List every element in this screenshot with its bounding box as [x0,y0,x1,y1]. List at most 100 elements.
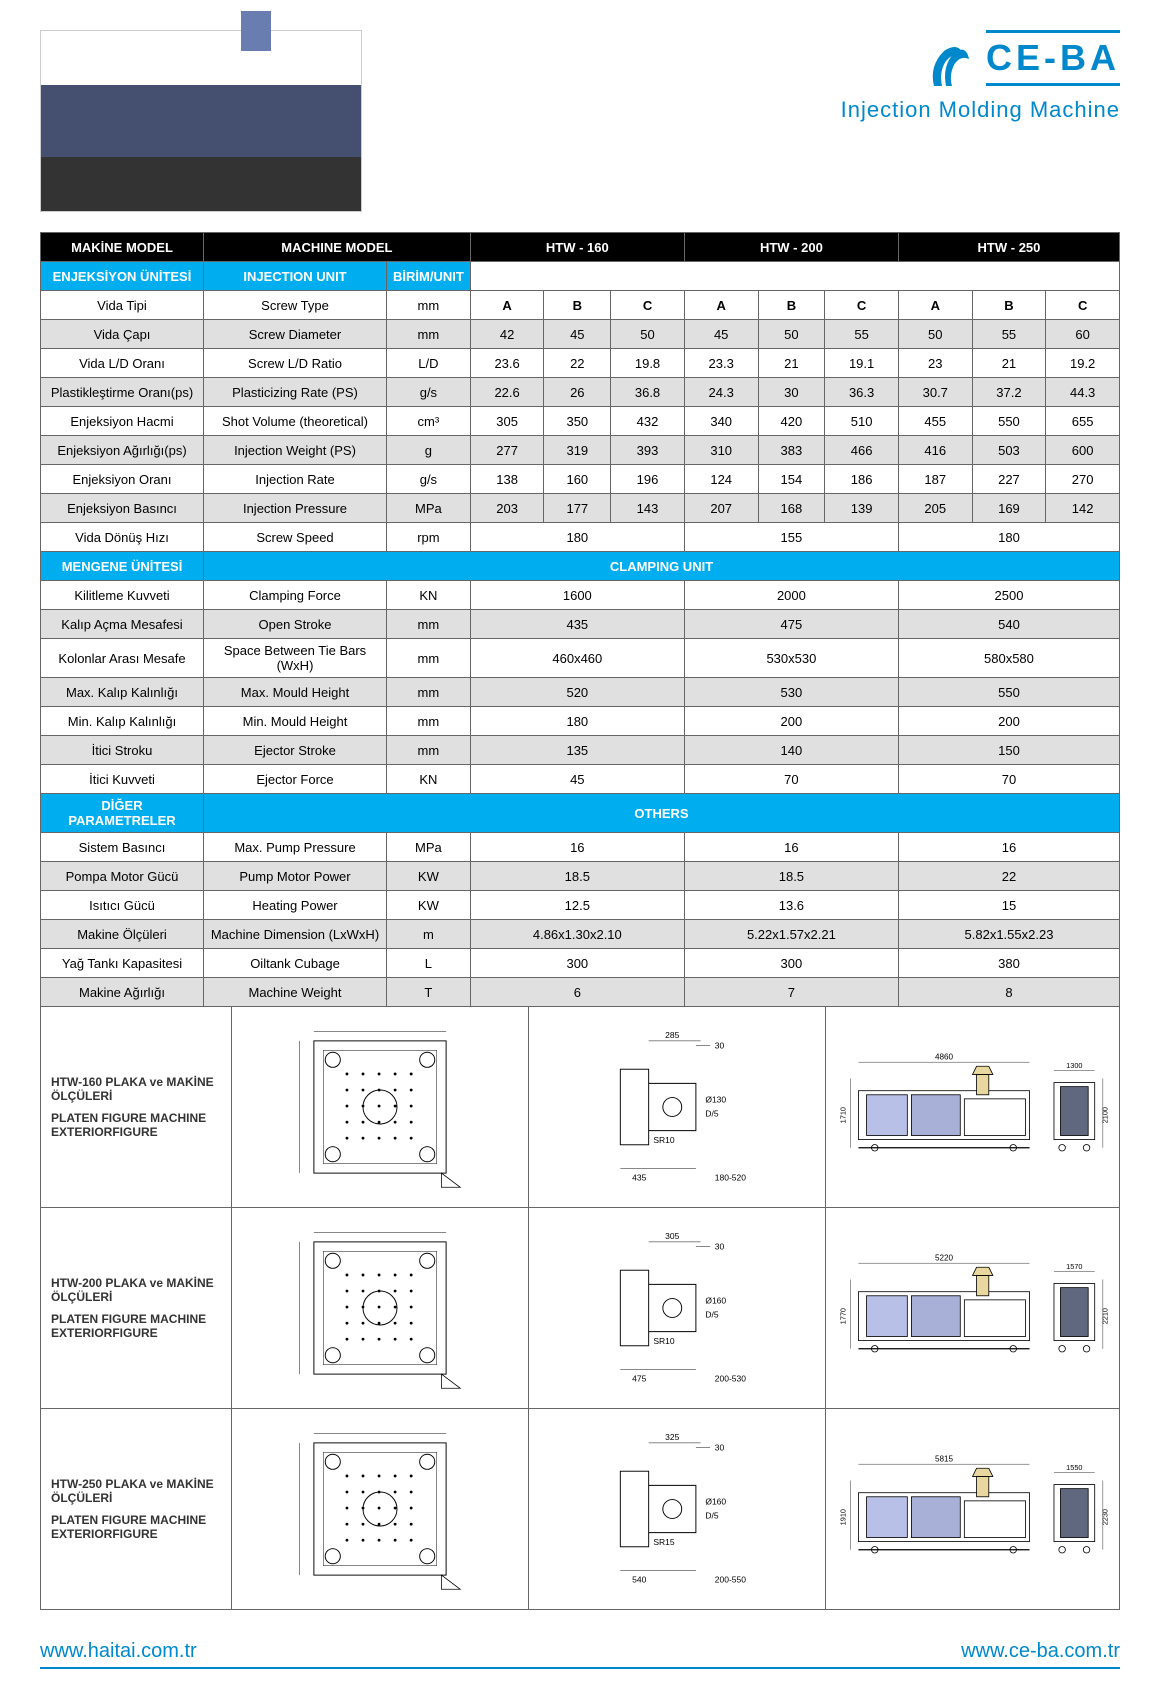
param-unit: g/s [387,465,471,494]
screw-speed-1: 155 [684,523,898,552]
param-val: 169 [972,494,1046,523]
diagram-title-en: PLATEN FIGURE MACHINE EXTERIORFIGURE [51,1111,221,1139]
param-val: 23 [898,349,972,378]
param-val: 21 [972,349,1046,378]
param-val: 530 [684,678,898,707]
svg-text:30: 30 [715,1442,725,1452]
table-row: Kalıp Açma Mesafesi Open Stroke mm 435 4… [41,610,1120,639]
svg-text:Ø160: Ø160 [705,1496,726,1506]
param-en: Screw Diameter [204,320,387,349]
param-val: 16 [684,833,898,862]
param-tr: Isıtıcı Gücü [41,891,204,920]
hdr-model-2: HTW - 250 [898,233,1119,262]
table-row: Enjeksiyon Hacmi Shot Volume (theoretica… [41,407,1120,436]
diagram-row: HTW-200 PLAKA ve MAKİNE ÖLÇÜLERİ PLATEN … [40,1208,1120,1409]
param-val: 45 [544,320,611,349]
param-val: 503 [972,436,1046,465]
table-row: Makine Ağırlığı Machine Weight T 6 7 8 [41,978,1120,1007]
param-val: 19.1 [825,349,899,378]
svg-text:475: 475 [632,1374,646,1384]
svg-text:30: 30 [715,1040,725,1050]
param-tr: Pompa Motor Gücü [41,862,204,891]
param-val: 1600 [470,581,684,610]
svg-text:SR15: SR15 [653,1537,675,1547]
param-unit: KN [387,581,471,610]
svg-text:SR10: SR10 [653,1336,675,1346]
param-val: 22 [544,349,611,378]
param-tr: Yağ Tankı Kapasitesi [41,949,204,978]
param-val: 383 [758,436,825,465]
param-val: 227 [972,465,1046,494]
param-val: 8 [898,978,1119,1007]
param-tr: Makine Ölçüleri [41,920,204,949]
param-val: 350 [544,407,611,436]
param-val: 540 [898,610,1119,639]
table-row: Yağ Tankı Kapasitesi Oiltank Cubage L 30… [41,949,1120,978]
param-val: 600 [1046,436,1120,465]
param-en: Ejector Force [204,765,387,794]
param-val: 60 [1046,320,1120,349]
section-clamping-tr: MENGENE ÜNİTESİ [41,552,204,581]
param-val: 550 [898,678,1119,707]
svg-text:Ø130: Ø130 [705,1094,726,1104]
svg-text:SR10: SR10 [653,1135,675,1145]
svg-text:1550: 1550 [1066,1463,1082,1472]
footer-link-right[interactable]: www.ce-ba.com.tr [961,1640,1120,1663]
param-val: 50 [611,320,685,349]
param-en: Min. Mould Height [204,707,387,736]
table-row: Vida Tipi Screw Type mmABCABCABC [41,291,1120,320]
param-unit: mm [387,678,471,707]
param-val: A [470,291,544,320]
param-val: 36.3 [825,378,899,407]
param-tr: Enjeksiyon Hacmi [41,407,204,436]
param-unit: cm³ [387,407,471,436]
param-val: 203 [470,494,544,523]
param-val: 143 [611,494,685,523]
svg-text:2100: 2100 [1101,1107,1110,1123]
exterior-drawing: 4860 1710 1300 2100 [834,1022,1111,1192]
param-val: 37.2 [972,378,1046,407]
param-val: 207 [684,494,758,523]
param-val: 435 [470,610,684,639]
footer-link-left[interactable]: www.haitai.com.tr [40,1640,197,1663]
table-row: Vida L/D Oranı Screw L/D Ratio L/D23.622… [41,349,1120,378]
param-val: 460x460 [470,639,684,678]
param-val: 21 [758,349,825,378]
param-unit: g/s [387,378,471,407]
param-tr: Enjeksiyon Oranı [41,465,204,494]
param-en: Shot Volume (theoretical) [204,407,387,436]
param-val: 154 [758,465,825,494]
param-tr: Kalıp Açma Mesafesi [41,610,204,639]
svg-text:1910: 1910 [838,1509,847,1525]
diagrams-section: HTW-160 PLAKA ve MAKİNE ÖLÇÜLERİ PLATEN … [40,1007,1120,1610]
machine-photo [40,30,362,212]
param-val: 300 [684,949,898,978]
param-val: 13.6 [684,891,898,920]
param-tr: Kolonlar Arası Mesafe [41,639,204,678]
param-en: Screw Type [204,291,387,320]
param-tr: İtici Stroku [41,736,204,765]
param-val: 19.8 [611,349,685,378]
param-unit: MPa [387,833,471,862]
platen-drawing [240,1424,520,1594]
param-val: A [684,291,758,320]
diagram-title-en: PLATEN FIGURE MACHINE EXTERIORFIGURE [51,1513,221,1541]
svg-text:4860: 4860 [935,1053,954,1062]
brand-tagline: Injection Molding Machine [841,97,1120,123]
param-val: 380 [898,949,1119,978]
diagram-exterior: 5815 1910 1550 2230 [826,1409,1119,1609]
param-val: 140 [684,736,898,765]
param-unit: KW [387,862,471,891]
table-row: Pompa Motor Gücü Pump Motor Power KW 18.… [41,862,1120,891]
param-val: 205 [898,494,972,523]
page-header: CE-BA Injection Molding Machine [40,30,1120,212]
param-en: Max. Mould Height [204,678,387,707]
param-val: 18.5 [470,862,684,891]
section-injection-tr: ENJEKSİYON ÜNİTESİ [41,262,204,291]
param-val: 50 [898,320,972,349]
diagram-title-en: PLATEN FIGURE MACHINE EXTERIORFIGURE [51,1312,221,1340]
param-val: B [544,291,611,320]
param-val: 45 [684,320,758,349]
hdr-model-0: HTW - 160 [470,233,684,262]
param-val: 4.86x1.30x2.10 [470,920,684,949]
